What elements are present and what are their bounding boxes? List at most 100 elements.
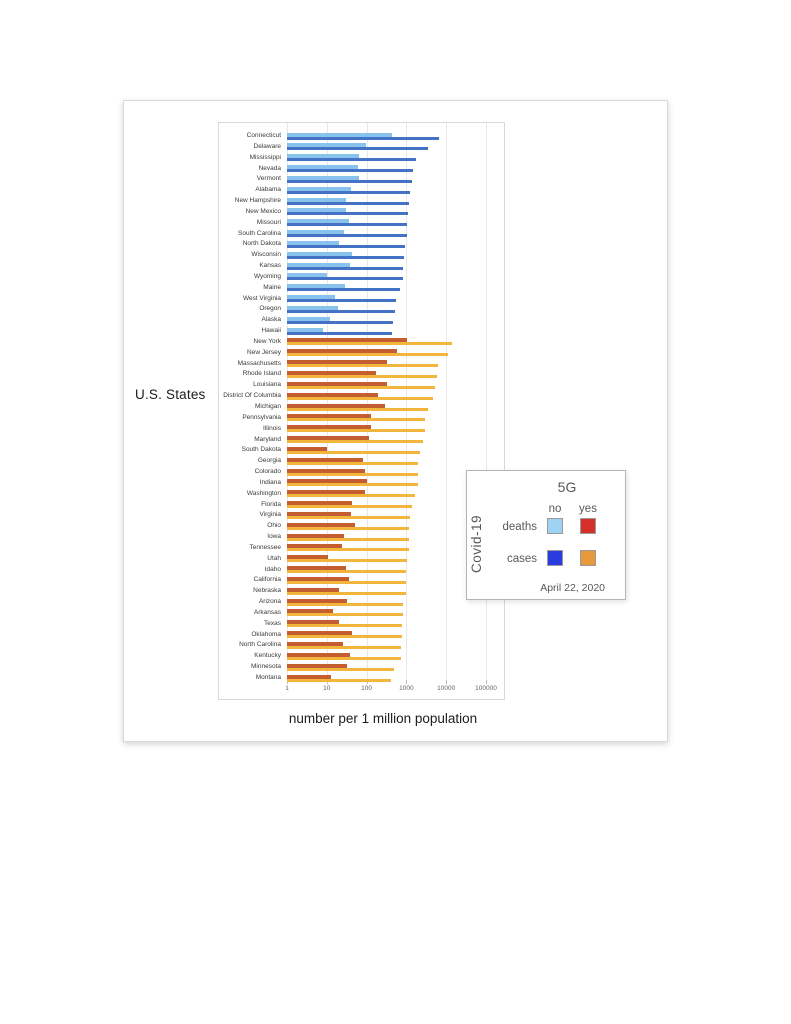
state-row: Mississippi <box>219 153 504 164</box>
deaths-bar <box>287 262 350 267</box>
state-bars <box>287 240 405 248</box>
deaths-bar <box>287 208 347 213</box>
state-bars <box>287 436 423 444</box>
state-row: Virginia <box>219 510 504 521</box>
deaths-bar <box>287 284 346 289</box>
state-row: Alabama <box>219 185 504 196</box>
cases-bar <box>287 331 392 335</box>
state-label: Rhode Island <box>242 370 281 378</box>
deaths-bar <box>287 316 330 321</box>
cases-bar <box>287 288 401 292</box>
state-row: New Jersey <box>219 348 504 359</box>
deaths-bar <box>287 403 385 408</box>
cases-bar <box>287 613 403 617</box>
state-label: Delaware <box>253 142 281 150</box>
state-label: New Jersey <box>247 348 281 356</box>
x-tick-label: 1000 <box>399 685 414 692</box>
legend-title: 5G <box>557 479 577 495</box>
state-bars <box>287 165 413 173</box>
state-row: Missouri <box>219 218 504 229</box>
cases-bar <box>287 244 405 248</box>
deaths-bar <box>287 197 346 202</box>
deaths-bar <box>287 641 344 646</box>
cases-bar <box>287 407 429 411</box>
cases-bar <box>287 602 403 606</box>
cases-bar <box>287 418 425 422</box>
state-label: Hawaii <box>261 327 281 335</box>
state-bars <box>287 208 408 216</box>
state-row: Arkansas <box>219 608 504 619</box>
state-label: Maryland <box>254 435 281 443</box>
state-row: Vermont <box>219 174 504 185</box>
state-bars <box>287 566 407 574</box>
state-label: North Carolina <box>239 641 281 649</box>
state-row: Maine <box>219 283 504 294</box>
x-tick-label: 100 <box>361 685 373 692</box>
deaths-bar <box>287 501 352 506</box>
state-row: Maryland <box>219 435 504 446</box>
state-bars <box>287 370 437 378</box>
state-row: Rhode Island <box>219 369 504 380</box>
state-bars <box>287 652 401 660</box>
deaths-bar <box>287 349 397 354</box>
state-bars <box>287 197 409 205</box>
deaths-bar <box>287 674 332 679</box>
cases-bar <box>287 353 448 357</box>
deaths-bar <box>287 479 367 484</box>
state-label: Colorado <box>254 468 281 476</box>
cases-bar <box>287 179 412 183</box>
state-bars <box>287 132 439 140</box>
state-bars <box>287 251 404 259</box>
state-bars <box>287 501 413 509</box>
swatch-cases-yes <box>580 550 596 566</box>
state-bars <box>287 479 418 487</box>
state-row: Colorado <box>219 467 504 478</box>
state-row: Alaska <box>219 315 504 326</box>
state-bars <box>287 154 416 162</box>
state-row: Indiana <box>219 478 504 489</box>
deaths-bar <box>287 230 344 235</box>
state-bars <box>287 598 403 606</box>
state-bars <box>287 511 410 519</box>
deaths-bar <box>287 598 348 603</box>
state-row: Washington <box>219 489 504 500</box>
state-row: Nebraska <box>219 586 504 597</box>
state-row: Kansas <box>219 261 504 272</box>
state-bars <box>287 349 448 357</box>
state-bars <box>287 425 425 433</box>
state-label: Michigan <box>254 403 281 410</box>
deaths-bar <box>287 620 339 625</box>
state-bars <box>287 641 402 649</box>
cases-bar <box>287 136 439 140</box>
gridline <box>287 123 288 680</box>
state-label: Maine <box>263 283 281 291</box>
cases-bar <box>287 234 407 238</box>
state-row: Wyoming <box>219 272 504 283</box>
tick-mark <box>446 680 448 684</box>
cases-bar <box>287 277 403 281</box>
state-bars <box>287 381 436 389</box>
state-bars <box>287 631 402 639</box>
state-row: Hawaii <box>219 326 504 337</box>
state-label: Mississippi <box>249 153 281 161</box>
cases-bar <box>287 537 409 541</box>
state-label: Georgia <box>257 457 281 465</box>
cases-bar <box>287 169 413 173</box>
state-label: Illinois <box>262 424 281 432</box>
deaths-bar <box>287 631 352 636</box>
tick-mark <box>287 680 288 684</box>
cases-bar <box>287 645 402 649</box>
state-row: New Hampshire <box>219 196 504 207</box>
cases-bar <box>287 201 409 205</box>
state-label: Wisconsin <box>251 251 281 259</box>
state-label: Texas <box>264 619 281 627</box>
state-bars <box>287 533 409 541</box>
state-label: Iowa <box>267 533 281 541</box>
state-label: Kansas <box>259 262 281 270</box>
state-row: Minnesota <box>219 662 504 673</box>
state-bars <box>287 490 416 498</box>
state-label: Indiana <box>259 478 281 486</box>
state-label: North Dakota <box>242 240 281 248</box>
state-label: Missouri <box>256 218 281 226</box>
state-row: Texas <box>219 619 504 630</box>
